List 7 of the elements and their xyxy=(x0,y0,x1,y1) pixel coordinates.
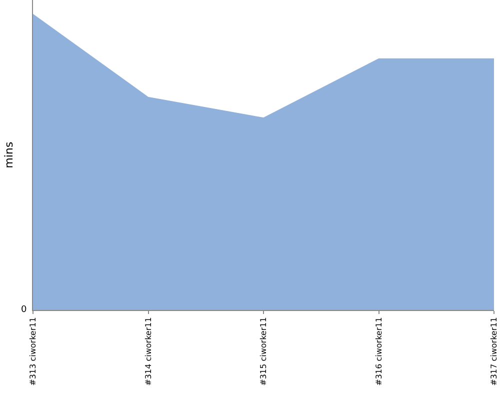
text: 0 xyxy=(21,305,27,315)
x-tick-label: #313 ciworker11 xyxy=(28,317,38,386)
x-tick-label: #317 ciworker11 xyxy=(490,317,499,386)
x-tick-label: #314 ciworker11 xyxy=(144,317,153,386)
x-tick-label: #315 ciworker11 xyxy=(259,317,268,386)
y-axis-title: mins xyxy=(2,142,16,168)
x-tick-label: #316 ciworker11 xyxy=(374,317,384,386)
